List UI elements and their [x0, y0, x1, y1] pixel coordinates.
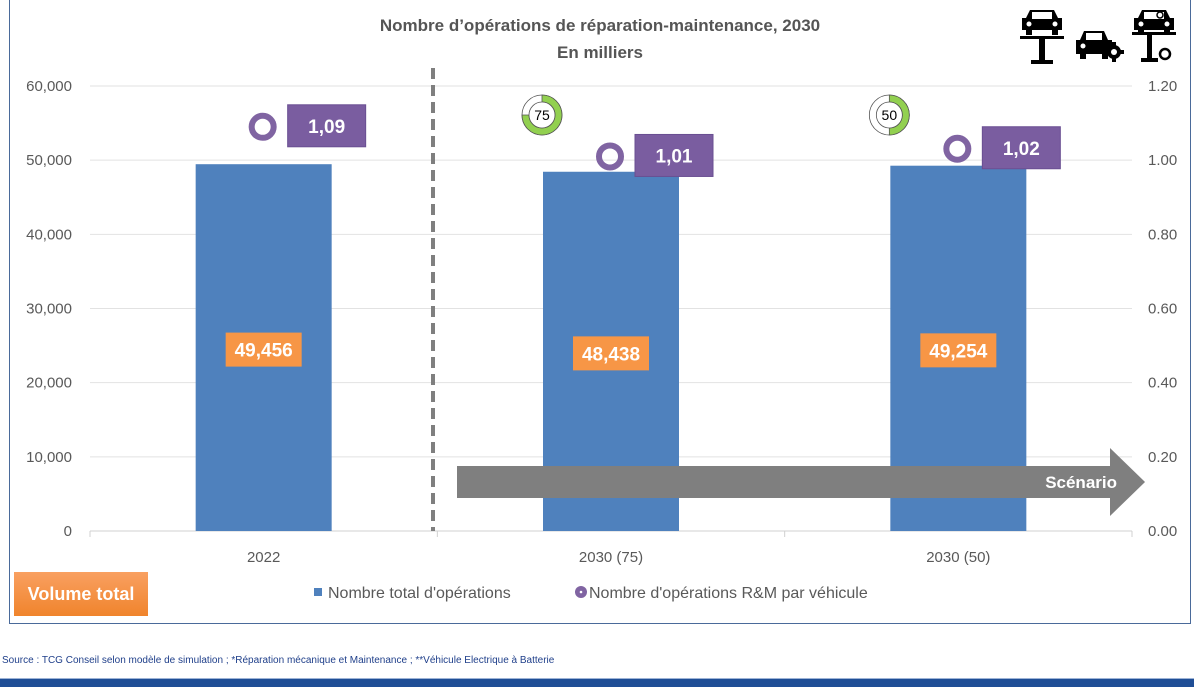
volume-total-label: Volume total [28, 584, 135, 604]
footer-band [0, 678, 1194, 687]
ratio-label: 1,02 [1003, 139, 1040, 160]
right-tick-label: 0.40 [1148, 375, 1177, 392]
scenario-arrow: Scénario [457, 448, 1145, 516]
gauge-label: 75 [534, 107, 550, 123]
bar-value-label-bg [225, 332, 302, 367]
gauge-label: 50 [882, 107, 898, 123]
right-tick-label: 0.80 [1148, 226, 1177, 243]
gauge-center [528, 101, 556, 129]
ratio-label-bg [287, 104, 367, 148]
gauges: 75 50 [521, 94, 910, 136]
left-tick-label: 0 [64, 523, 72, 540]
ratio-label: 1,01 [656, 146, 693, 167]
markers: 1,09 1,01 1,02 [248, 104, 1061, 177]
right-tick-label: 0.00 [1148, 523, 1177, 540]
right-tick-label: 0.60 [1148, 301, 1177, 318]
bar-value-label: 49,254 [929, 341, 988, 362]
car-lift-wrench-icon [1132, 10, 1176, 62]
right-axis: 0.00 0.20 0.40 0.60 0.80 1.00 1.20 [1148, 78, 1177, 540]
right-tick-label: 1.20 [1148, 78, 1177, 95]
bar-value-label: 48,438 [582, 344, 640, 365]
ratio-marker [596, 142, 624, 171]
right-tick-label: 0.20 [1148, 449, 1177, 466]
category-label: 2030 (75) [579, 549, 643, 566]
left-tick-label: 50,000 [26, 152, 72, 169]
ratio-label-bg [634, 133, 714, 177]
legend-bar-label: Nombre total d'opérations [328, 585, 511, 602]
source-note: Source : TCG Conseil selon modèle de sim… [2, 655, 555, 666]
category-labels: 2022 2030 (75) 2030 (50) [247, 549, 990, 566]
ratio-marker [943, 134, 972, 163]
left-axis: 0 10,000 20,000 30,000 40,000 50,000 60,000 [26, 78, 72, 540]
left-tick-label: 40,000 [26, 226, 72, 243]
scenario-label: Scénario [1045, 473, 1117, 492]
left-tick-label: 20,000 [26, 375, 72, 392]
chart-title: Nombre d’opérations de réparation-mainte… [380, 16, 820, 35]
left-tick-label: 60,000 [26, 78, 72, 95]
category-label: 2030 (50) [926, 549, 990, 566]
ratio-label-bg [981, 126, 1061, 170]
ratio-label: 1,09 [308, 117, 345, 138]
legend: Nombre total d'opérations Nombre d'opéra… [314, 585, 868, 602]
car-gear-icon [1076, 31, 1124, 62]
right-tick-label: 1.00 [1148, 152, 1177, 169]
left-tick-label: 30,000 [26, 301, 72, 318]
bar-value-label: 49,456 [235, 341, 293, 362]
gauge-center [875, 101, 903, 129]
bar-value-label-bg [573, 336, 649, 371]
car-on-lift-icon [1020, 10, 1064, 64]
ratio-marker [248, 112, 277, 141]
bar-value-label-bg [920, 333, 997, 368]
volume-total-badge: Volume total [14, 572, 148, 616]
category-label: 2022 [247, 549, 280, 566]
legend-marker-label: Nombre d'opérations R&M par véhicule [589, 585, 868, 602]
legend-bar-swatch [314, 588, 322, 596]
left-tick-label: 10,000 [26, 449, 72, 466]
chart: Nombre d’opérations de réparation-mainte… [14, 10, 1177, 616]
chart-subtitle: En milliers [557, 43, 643, 62]
